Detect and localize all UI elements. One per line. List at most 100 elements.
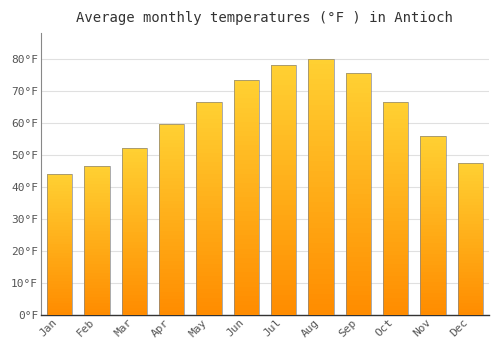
Bar [420, 236, 446, 239]
Bar [196, 281, 222, 285]
Bar [308, 110, 334, 115]
Bar [47, 264, 72, 267]
Bar [159, 204, 184, 208]
Bar [271, 135, 296, 140]
Bar [159, 159, 184, 162]
Bar [458, 239, 483, 242]
Bar [196, 178, 222, 183]
Bar [47, 196, 72, 199]
Bar [159, 280, 184, 284]
Bar [196, 191, 222, 196]
Bar [458, 190, 483, 193]
Bar [234, 131, 259, 136]
Bar [234, 239, 259, 244]
Bar [383, 153, 408, 157]
Bar [196, 212, 222, 217]
Bar [346, 233, 371, 237]
Bar [196, 225, 222, 230]
Bar [84, 312, 110, 315]
Bar [234, 164, 259, 169]
Bar [234, 79, 259, 315]
Bar [383, 225, 408, 230]
Bar [122, 252, 147, 255]
Bar [308, 212, 334, 217]
Bar [84, 243, 110, 246]
Bar [159, 219, 184, 223]
Bar [122, 152, 147, 155]
Bar [308, 294, 334, 299]
Bar [383, 111, 408, 115]
Bar [196, 162, 222, 166]
Bar [234, 268, 259, 272]
Bar [271, 170, 296, 175]
Bar [47, 258, 72, 261]
Bar [383, 276, 408, 281]
Bar [234, 174, 259, 178]
Bar [346, 117, 371, 121]
Bar [84, 234, 110, 237]
Bar [420, 154, 446, 157]
Bar [159, 185, 184, 189]
Bar [271, 130, 296, 135]
Bar [458, 172, 483, 175]
Bar [420, 161, 446, 164]
Bar [458, 178, 483, 181]
Bar [122, 158, 147, 162]
Bar [84, 282, 110, 285]
Bar [122, 288, 147, 292]
Bar [122, 198, 147, 202]
Bar [47, 284, 72, 287]
Bar [196, 140, 222, 145]
Bar [84, 237, 110, 240]
Bar [420, 232, 446, 236]
Bar [458, 306, 483, 309]
Bar [84, 178, 110, 181]
Bar [196, 276, 222, 281]
Bar [420, 247, 446, 250]
Bar [159, 193, 184, 197]
Bar [47, 233, 72, 236]
Bar [196, 221, 222, 225]
Bar [308, 197, 334, 202]
Bar [159, 288, 184, 292]
Bar [383, 200, 408, 204]
Bar [196, 187, 222, 191]
Bar [420, 282, 446, 286]
Bar [271, 145, 296, 150]
Bar [458, 287, 483, 290]
Bar [458, 166, 483, 169]
Bar [308, 192, 334, 197]
Bar [84, 172, 110, 175]
Bar [234, 258, 259, 263]
Bar [308, 223, 334, 228]
Bar [47, 275, 72, 278]
Bar [420, 200, 446, 204]
Bar [308, 105, 334, 110]
Bar [458, 169, 483, 172]
Bar [159, 151, 184, 155]
Bar [383, 243, 408, 247]
Bar [383, 306, 408, 310]
Bar [308, 69, 334, 74]
Bar [420, 172, 446, 175]
Bar [383, 259, 408, 264]
Bar [84, 208, 110, 211]
Bar [84, 196, 110, 199]
Bar [308, 182, 334, 187]
Bar [420, 193, 446, 196]
Bar [383, 196, 408, 200]
Bar [308, 202, 334, 207]
Bar [346, 223, 371, 228]
Bar [47, 267, 72, 270]
Bar [383, 298, 408, 302]
Bar [47, 312, 72, 315]
Bar [234, 188, 259, 193]
Bar [346, 252, 371, 257]
Bar [122, 155, 147, 158]
Bar [234, 108, 259, 112]
Bar [271, 185, 296, 190]
Bar [47, 185, 72, 188]
Bar [234, 169, 259, 174]
Bar [308, 131, 334, 135]
Bar [308, 100, 334, 105]
